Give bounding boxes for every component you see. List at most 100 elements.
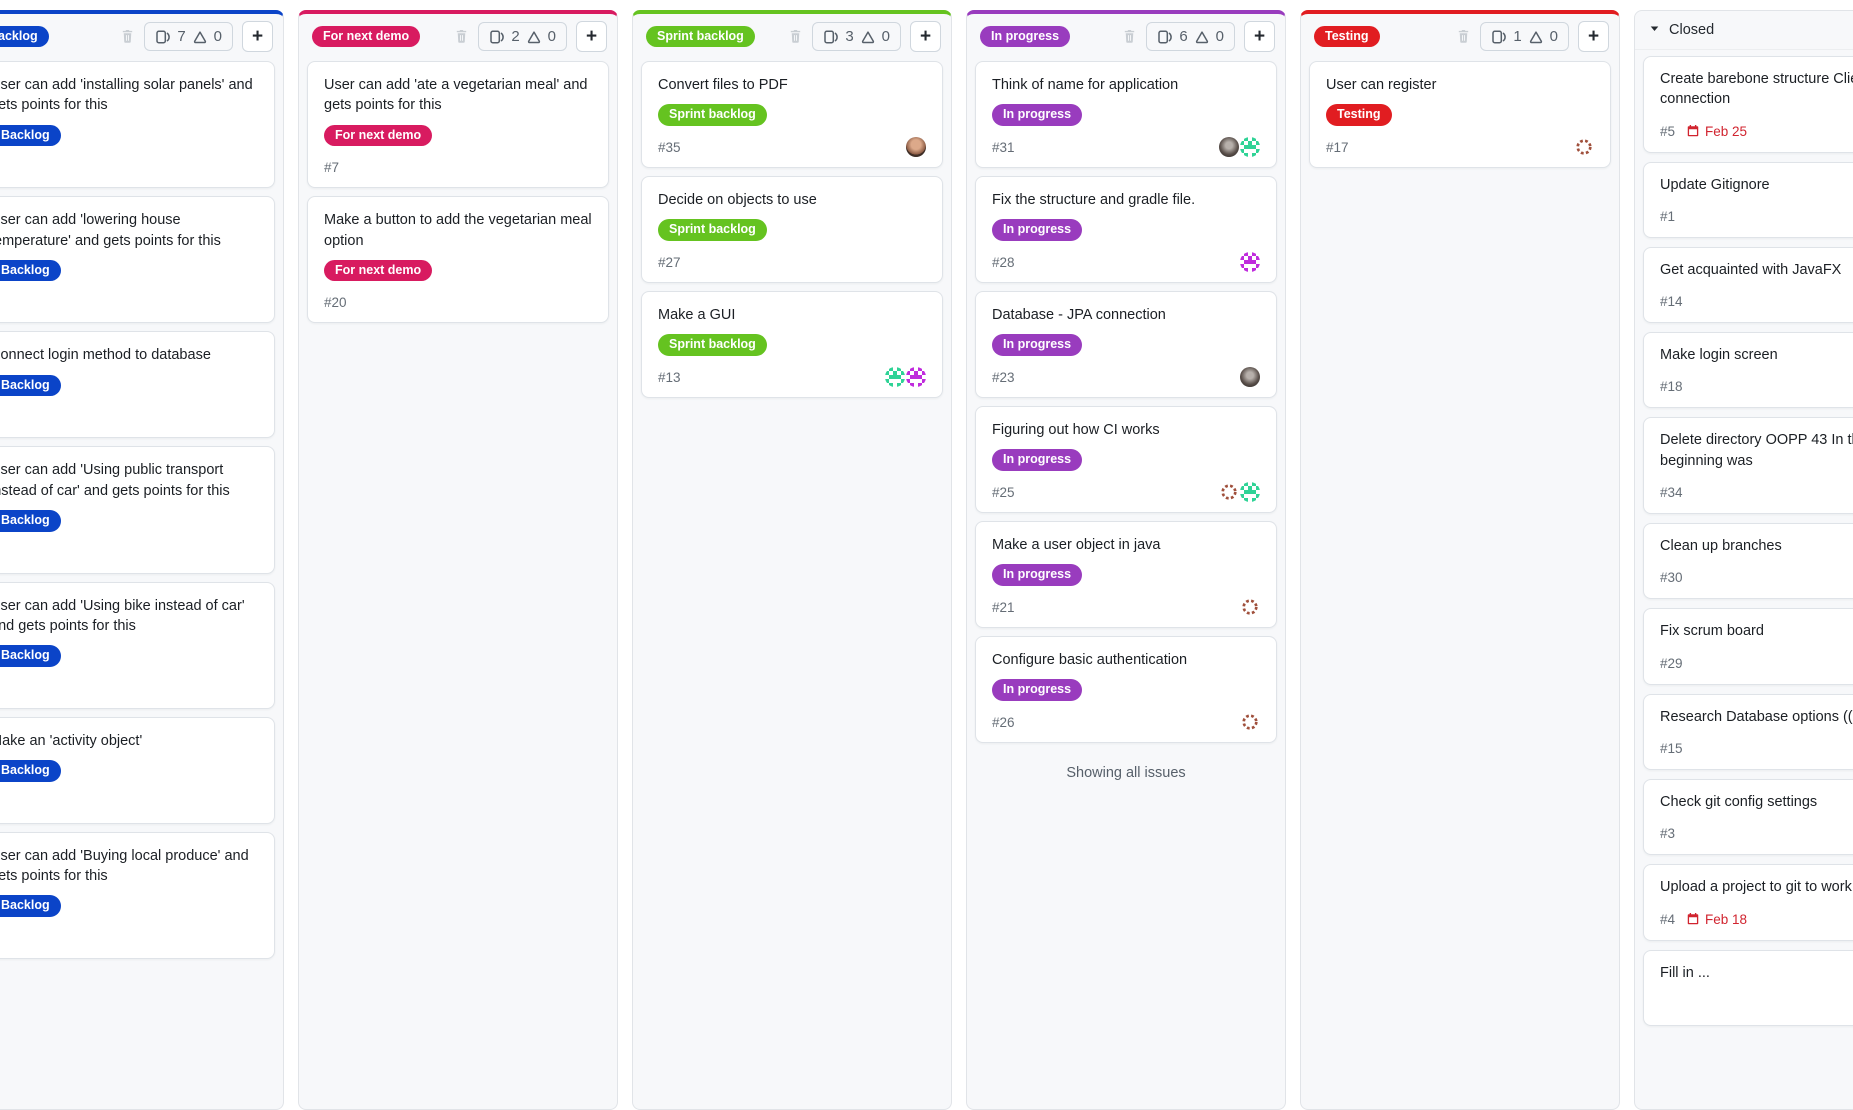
rust-identicon-avatar[interactable] [1574, 137, 1594, 158]
issue-card[interactable]: User can register Testing #17 [1309, 61, 1611, 168]
card-meta: #23 [992, 367, 1260, 388]
issue-card[interactable]: Figuring out how CI works In progress #25 [975, 405, 1277, 513]
add-card-button[interactable]: + [242, 21, 273, 52]
issue-card[interactable]: User can add 'lowering house temperature… [0, 196, 275, 324]
issue-card[interactable]: Fix the structure and gradle file. In pro… [975, 175, 1277, 283]
card-list: User can register Testing #17 [1301, 59, 1619, 176]
closed-card[interactable]: Research Database options ((No)SQL?) #15 [1643, 693, 1853, 770]
photo-dark-avatar[interactable] [1219, 137, 1239, 158]
closed-column-header[interactable]: Closed [1635, 11, 1853, 50]
issue-card[interactable]: User can add 'Using public transport ins… [0, 446, 275, 574]
issue-card[interactable]: User can add 'Buying local produce' and … [0, 831, 275, 959]
issue-card[interactable]: Make a user object in java In progress #21 [975, 520, 1277, 628]
issue-number: #34 [1660, 485, 1683, 501]
card-meta: #15 [1660, 738, 1853, 759]
card-title: Research Database options ((No)SQL?) [1660, 708, 1853, 725]
issue-card[interactable]: User can add 'ate a vegetarian meal' and… [307, 61, 609, 189]
card-title: User can add 'ate a vegetarian meal' and… [324, 77, 588, 114]
due-date-text: Feb 25 [1705, 123, 1748, 139]
caret-down-icon [1649, 22, 1660, 38]
card-label-pill: Testing [1326, 104, 1392, 126]
add-card-button[interactable]: + [1578, 21, 1609, 52]
issue-card[interactable]: Connect login method to database Backlog [0, 331, 275, 439]
card-meta: #30 [1660, 567, 1853, 588]
issue-card[interactable]: Configure basic authentication In progres… [975, 635, 1277, 743]
add-card-button[interactable]: + [1244, 21, 1275, 52]
card-label-pill: In progress [992, 678, 1083, 701]
closed-card[interactable]: Update Gitignore #1 [1643, 161, 1853, 238]
green-identicon-avatar[interactable] [1240, 482, 1260, 503]
photo-person-avatar[interactable] [906, 137, 926, 158]
purple-identicon-avatar[interactable] [906, 367, 926, 388]
card-label-pill: Backlog [0, 124, 61, 147]
secondary-count: 0 [1549, 28, 1558, 45]
issue-card[interactable]: Make an 'activity object' Backlog [0, 716, 275, 824]
assignee-avatars [1573, 137, 1594, 158]
issue-number: #23 [992, 369, 1015, 385]
card-meta: #34 [1660, 482, 1853, 503]
closed-card[interactable]: Fix scrum board #29 [1643, 608, 1853, 685]
column-backlog: Backlog 70 + User can add 'installing solar… [0, 10, 284, 1110]
issue-card[interactable]: Make a GUI Sprint backlog #13 [641, 290, 943, 398]
closed-card[interactable]: Make login screen #18 [1643, 332, 1853, 409]
trash-icon[interactable] [1122, 29, 1137, 44]
add-card-button[interactable]: + [910, 21, 941, 52]
purple-identicon-avatar[interactable] [1240, 252, 1260, 273]
card-meta: #25 [992, 482, 1260, 503]
closed-card[interactable]: Delete directory OOPP 43 In the beginnin… [1643, 417, 1853, 515]
triangle-count-icon [1194, 29, 1210, 45]
rust-identicon-avatar[interactable] [1240, 712, 1260, 733]
card-meta: #3 [1660, 823, 1853, 844]
green-identicon-avatar[interactable] [1240, 137, 1260, 158]
card-title: Make a GUI [658, 306, 736, 323]
column-header: Testing 1 0 + [1301, 14, 1619, 59]
card-label-pill: In progress [992, 219, 1083, 241]
card-title: User can register [1326, 77, 1437, 93]
card-list: User can add 'ate a vegetarian meal' and… [299, 59, 617, 331]
issue-card[interactable]: Make a button to add the vegetarian meal… [307, 196, 609, 324]
column-label-pill: Sprint backlog [646, 25, 755, 48]
card-meta: #21 [992, 597, 1260, 618]
closed-card[interactable]: Upload a project to git to work from #4 Fe… [1643, 864, 1853, 941]
card-title: User can add 'Buying local produce' and … [0, 847, 249, 885]
assignee-avatars [884, 367, 926, 388]
issue-number: #21 [992, 599, 1015, 615]
closed-card[interactable]: Clean up branches #30 [1643, 523, 1853, 600]
trash-icon[interactable] [788, 29, 803, 44]
closed-card[interactable]: Get acquainted with JavaFX #14 [1643, 246, 1853, 324]
rust-identicon-avatar[interactable] [1219, 482, 1239, 503]
issue-card[interactable]: User can add 'installing solar panels' a… [0, 61, 275, 189]
issue-card[interactable]: Convert files to PDF Sprint backlog #35 [641, 61, 943, 168]
trash-icon[interactable] [1456, 29, 1471, 44]
closed-card[interactable]: Fill in ... [1643, 949, 1853, 1026]
issue-number: #31 [992, 139, 1015, 155]
issue-number: #14 [1660, 294, 1683, 310]
closed-card[interactable]: Create barebone structure Client-Server … [1643, 56, 1853, 153]
issue-number: #25 [992, 484, 1015, 500]
column-header: Backlog70+ [0, 14, 283, 59]
card-title: Check git config settings [1660, 793, 1818, 810]
green-identicon-avatar[interactable] [885, 367, 905, 388]
card-label-pill: Backlog [0, 760, 61, 782]
issue-card[interactable]: User can add 'Using bike instead of car'… [0, 581, 275, 709]
closed-card[interactable]: Check git config settings #3 [1643, 778, 1853, 856]
trash-icon[interactable] [120, 29, 135, 44]
issue-card[interactable]: Database - JPA connection In progress #23 [975, 290, 1277, 398]
issue-card[interactable]: Decide on objects to use Sprint backlog #2… [641, 175, 943, 283]
card-title: Update Gitignore [1660, 176, 1770, 193]
column-header: For next demo 2 0 + [299, 14, 617, 59]
issue-card[interactable]: Think of name for application In progress… [975, 61, 1277, 168]
card-count: 6 [1179, 28, 1188, 45]
photo-dark-avatar[interactable] [1240, 367, 1260, 388]
add-card-button[interactable]: + [576, 21, 607, 52]
card-title: User can add 'lowering house temperature… [0, 212, 221, 249]
rust-identicon-avatar[interactable] [1240, 597, 1260, 618]
issue-number: #26 [992, 714, 1015, 730]
card-label-pill: In progress [992, 563, 1083, 586]
trash-icon[interactable] [454, 29, 469, 44]
